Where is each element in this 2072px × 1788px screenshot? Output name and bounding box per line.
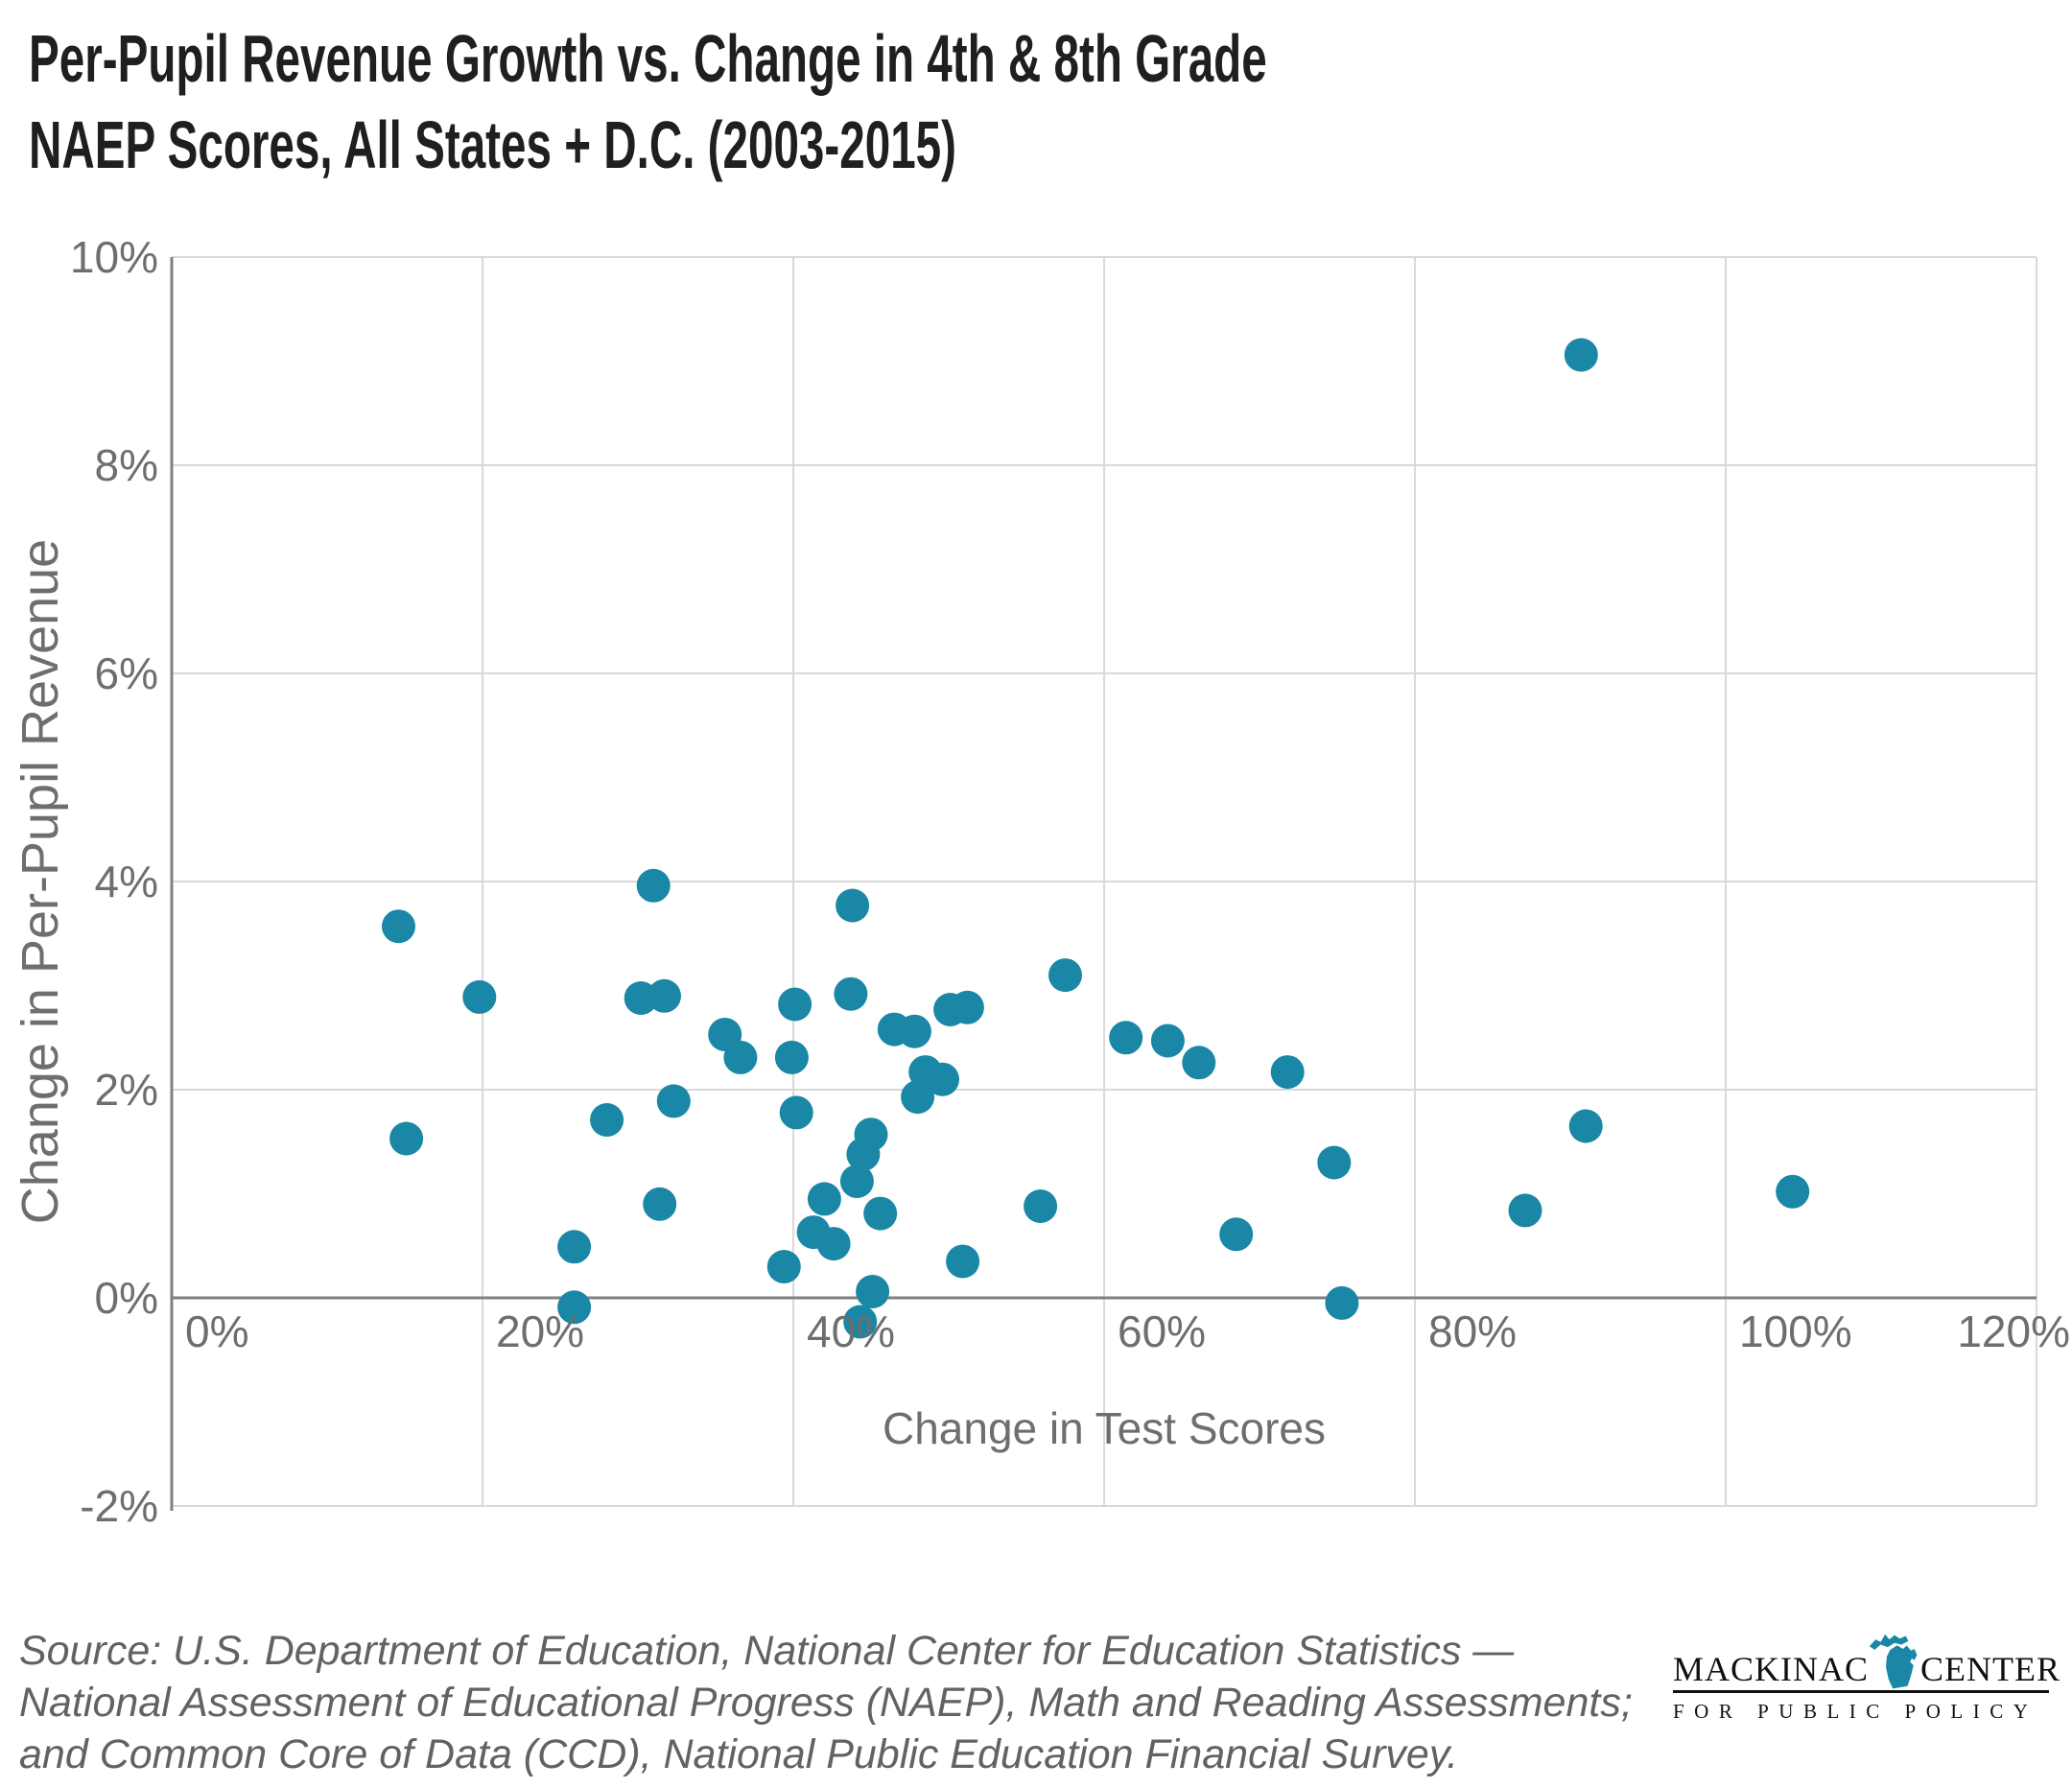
data-point (766, 1250, 801, 1283)
x-tick-label: 60% (1118, 1306, 1207, 1356)
data-point (1270, 1055, 1305, 1090)
x-tick-label: 40% (807, 1306, 896, 1356)
y-axis-title: Change in Per-Pupil Revenue (12, 538, 69, 1225)
data-point (557, 1230, 592, 1264)
data-point (643, 1187, 677, 1221)
logo-divider (1673, 1690, 2049, 1693)
data-point (863, 1196, 898, 1231)
source-note: Source: U.S. Department of Education, Na… (19, 1625, 1633, 1780)
data-point (856, 1275, 890, 1308)
y-tick-label: -2% (80, 1481, 158, 1531)
logo-word-mackinac: MACKINAC (1673, 1650, 1870, 1688)
page-title-line-1: Per-Pupil Revenue Growth vs. Change in 4… (29, 21, 1267, 96)
data-point (1109, 1021, 1143, 1055)
data-point (779, 1095, 813, 1130)
data-point (1150, 1023, 1185, 1058)
x-tick-label: 80% (1428, 1306, 1518, 1356)
data-point (590, 1103, 624, 1137)
y-tick-label: 2% (94, 1065, 158, 1115)
michigan-state-icon (1869, 1634, 1918, 1689)
data-point (648, 978, 681, 1013)
page-title-line-2: NAEP Scores, All States + D.C. (2003-201… (29, 107, 956, 182)
logo-tagline: FOR PUBLIC POLICY (1673, 1700, 2038, 1723)
x-tick-label: 20% (496, 1306, 585, 1356)
data-point (836, 888, 870, 923)
data-point (382, 909, 415, 944)
data-point (816, 1227, 851, 1261)
y-tick-label: 8% (94, 440, 158, 490)
data-point (1776, 1174, 1810, 1209)
data-point (901, 1080, 935, 1115)
data-point (807, 1182, 841, 1216)
x-axis-title: Change in Test Scores (883, 1403, 1326, 1453)
data-point (389, 1121, 424, 1156)
mackinac-center-logo: MACKINAC CENTER FOR PUBLIC POLICY (1673, 1623, 2060, 1724)
y-tick-label: 10% (69, 232, 158, 282)
data-point (834, 976, 868, 1011)
y-tick-label: 6% (94, 648, 158, 698)
data-point (462, 979, 497, 1014)
logo-wordmark: MACKINAC CENTER (1673, 1623, 2060, 1689)
data-point (778, 987, 812, 1022)
data-point (774, 1040, 809, 1074)
data-point (1048, 958, 1082, 993)
data-point (1508, 1193, 1542, 1228)
x-tick-label: 100% (1739, 1306, 1852, 1356)
x-tick-label: 0% (185, 1306, 249, 1356)
data-point (846, 1137, 881, 1171)
data-point (897, 1014, 931, 1048)
data-point (636, 868, 671, 903)
data-point (723, 1040, 758, 1074)
data-point (1182, 1046, 1216, 1080)
data-point (950, 990, 984, 1024)
y-tick-label: 4% (94, 857, 158, 906)
data-point (1317, 1145, 1352, 1180)
source-line: National Assessment of Educational Progr… (19, 1680, 1633, 1726)
data-point (557, 1290, 592, 1325)
data-point (656, 1084, 691, 1118)
page-title: Per-Pupil Revenue Growth vs. Change in 4… (29, 15, 1849, 188)
x-tick-label: 120% (1957, 1306, 2070, 1356)
data-point (839, 1165, 874, 1198)
data-point (1219, 1217, 1254, 1252)
data-point (1564, 338, 1598, 372)
data-point (926, 1062, 959, 1096)
logo-word-center: CENTER (1920, 1650, 2061, 1688)
source-line: and Common Core of Data (CCD), National … (19, 1731, 1459, 1777)
source-line: Source: U.S. Department of Education, Na… (19, 1628, 1515, 1674)
y-tick-label: 0% (94, 1273, 158, 1323)
data-point (1325, 1285, 1359, 1320)
data-point (1024, 1189, 1058, 1223)
data-point (946, 1244, 980, 1279)
data-point (1568, 1109, 1603, 1143)
data-point (843, 1305, 878, 1339)
